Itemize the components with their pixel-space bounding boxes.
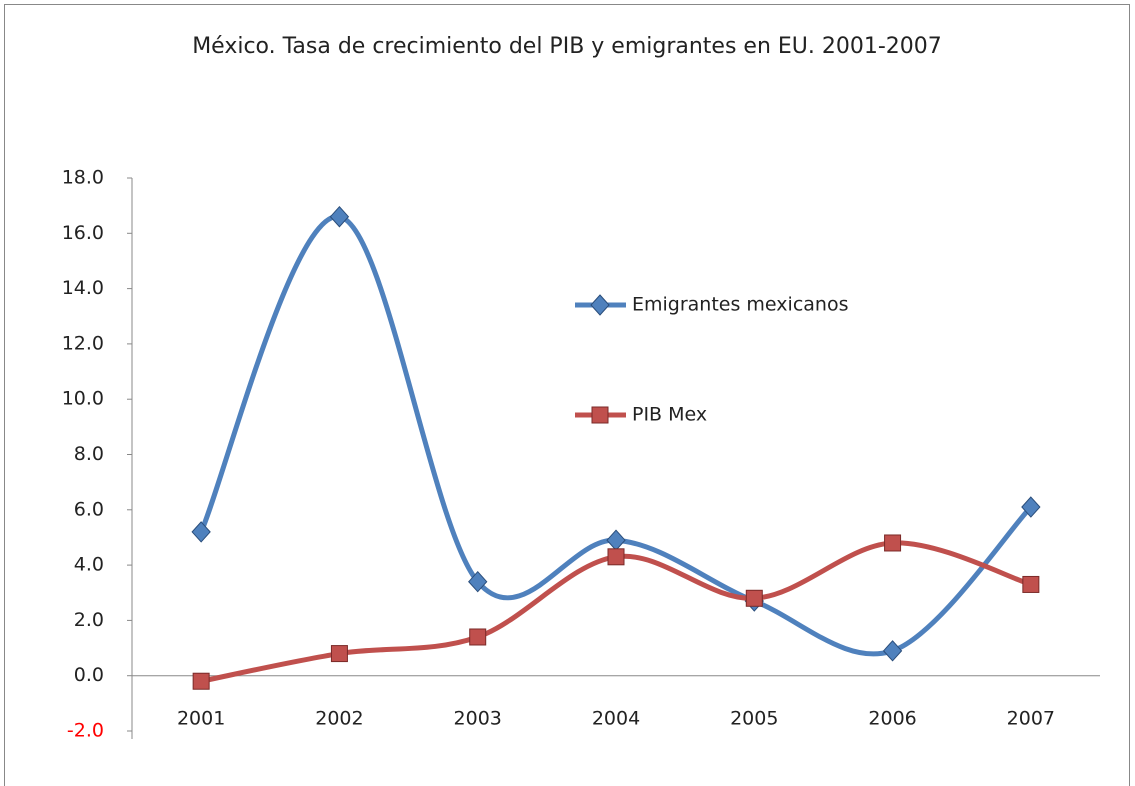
y-tick-label: 16.0: [62, 222, 104, 244]
marker: [191, 521, 211, 543]
legend-marker: [590, 294, 610, 316]
chart-title: México. Tasa de crecimiento del PIB y em…: [192, 34, 942, 59]
marker: [1021, 496, 1041, 518]
marker: [469, 628, 487, 646]
x-tick-label: 2002: [315, 708, 363, 730]
marker: [745, 589, 763, 607]
x-tick-label: 2007: [1007, 708, 1055, 730]
legend-marker: [591, 406, 609, 424]
marker: [329, 205, 350, 228]
y-tick-label: 14.0: [62, 277, 104, 299]
marker: [884, 534, 902, 552]
marker: [468, 570, 488, 593]
legend-label: PIB Mex: [632, 404, 707, 426]
marker: [607, 548, 625, 566]
marker: [882, 640, 903, 662]
y-tick-label: 12.0: [62, 332, 104, 354]
marker: [330, 645, 348, 663]
marker: [192, 672, 210, 690]
y-tick-label: 0.0: [74, 664, 104, 686]
y-tick-label: 4.0: [74, 554, 104, 576]
x-tick-label: 2006: [868, 708, 916, 730]
chart-frame: [4, 4, 1130, 786]
y-tick-label: 18.0: [62, 167, 104, 189]
marker: [1022, 575, 1040, 593]
y-tick-label: 6.0: [74, 498, 104, 520]
legend-label: Emigrantes mexicanos: [632, 294, 848, 316]
y-tick-label: -2.0: [67, 720, 104, 742]
x-tick-label: 2001: [177, 708, 225, 730]
x-tick-label: 2004: [592, 708, 640, 730]
y-tick-label: 10.0: [62, 388, 104, 410]
x-tick-label: 2003: [454, 708, 502, 730]
x-tick-label: 2005: [730, 708, 778, 730]
y-tick-label: 8.0: [74, 443, 104, 465]
y-tick-label: 2.0: [74, 609, 104, 631]
